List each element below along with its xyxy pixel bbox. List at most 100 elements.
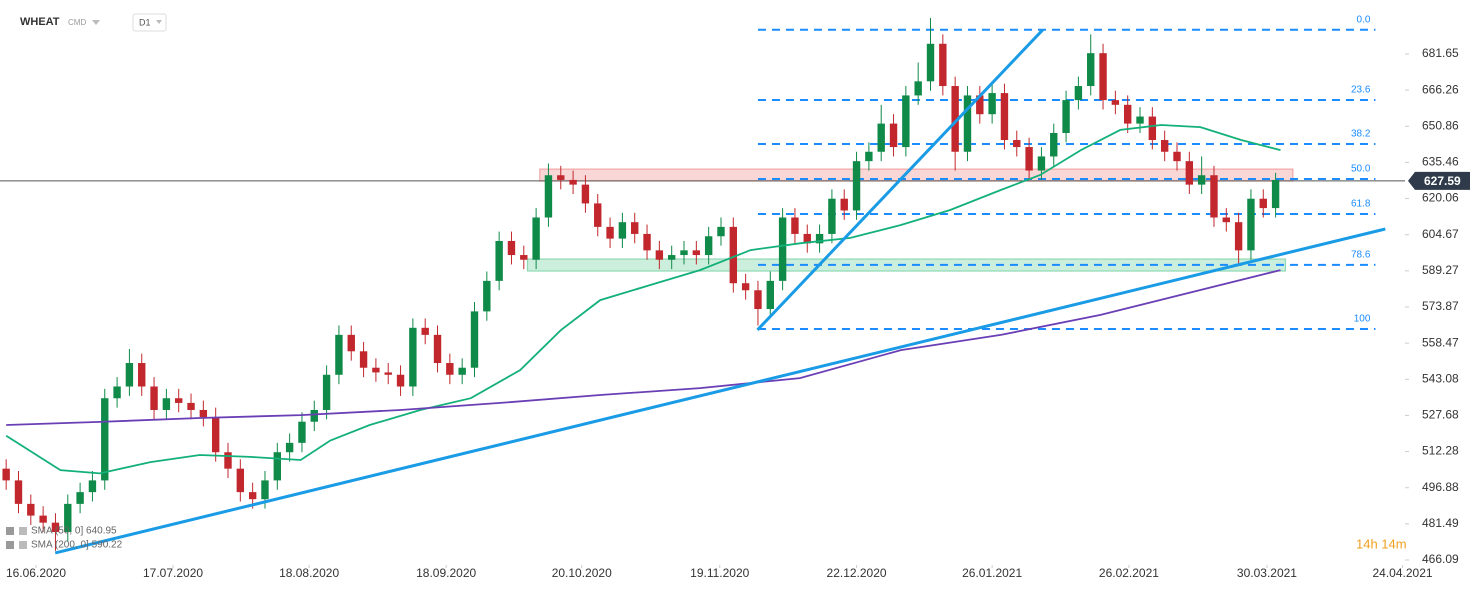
candle-body — [1050, 132, 1058, 157]
candle-body — [692, 250, 701, 256]
dropdown-arrow[interactable] — [92, 20, 100, 25]
countdown: 14h 14m — [1356, 536, 1407, 551]
candle-body — [939, 43, 947, 87]
legend-label: SMA (50, 0] 640.95 — [31, 526, 117, 537]
y-tick-label: 681.65 — [1422, 46, 1459, 60]
candle-body — [631, 222, 639, 234]
candle-body — [667, 255, 676, 260]
price-tag — [1408, 171, 1470, 190]
candle-body — [951, 86, 959, 152]
candle-body — [1259, 198, 1267, 209]
candle-body — [224, 452, 232, 469]
candle-body — [39, 515, 47, 523]
y-tick-label: 543.08 — [1422, 371, 1459, 385]
trendline — [54, 227, 1386, 555]
candle-body — [680, 250, 688, 256]
y-tick-label: 527.68 — [1422, 408, 1459, 422]
candle-body — [101, 398, 109, 481]
candle-body — [1074, 86, 1083, 101]
candle-body — [261, 480, 269, 500]
candle-body — [138, 363, 146, 387]
x-tick-label: 16.06.2020 — [6, 566, 66, 580]
fib-label: 50.0 — [1351, 164, 1371, 175]
candle-body — [1148, 116, 1157, 141]
candle-body — [347, 334, 355, 352]
y-tick-label: 666.26 — [1422, 82, 1459, 96]
moving-average — [6, 269, 1281, 426]
x-tick-label: 19.11.2020 — [690, 566, 749, 580]
candle-body — [803, 233, 811, 244]
dropdown-arrow — [156, 20, 162, 24]
candle-body — [618, 222, 627, 239]
symbol: WHEAT — [20, 16, 60, 28]
fib-label: 23.6 — [1351, 85, 1371, 96]
candle-body — [914, 81, 922, 96]
candle-body — [150, 386, 158, 410]
candle-body — [815, 233, 824, 244]
candle-body — [273, 452, 281, 481]
candle-body — [778, 217, 787, 281]
candle-body — [199, 409, 208, 418]
candle-body — [248, 492, 257, 500]
candle-body — [840, 198, 848, 211]
y-tick-label: 589.27 — [1422, 263, 1459, 277]
candle-body — [741, 283, 750, 291]
candle-body — [1025, 147, 1033, 171]
candle-body — [902, 95, 910, 148]
candle-body — [520, 255, 528, 260]
x-tick-label: 22.12.2020 — [827, 566, 887, 580]
candle-body — [889, 123, 898, 148]
moving-average — [5, 124, 1281, 475]
candle-body — [1173, 151, 1181, 162]
y-tick-label: 650.86 — [1422, 118, 1459, 132]
candle-body — [976, 95, 984, 115]
candle-body — [643, 233, 651, 251]
candle-body — [1271, 179, 1280, 209]
candle-body — [1124, 104, 1132, 124]
candle-body — [532, 217, 540, 260]
candle-body — [211, 417, 220, 453]
candle-body — [236, 468, 245, 493]
candle-body — [14, 480, 23, 504]
y-tick-label: 558.47 — [1422, 335, 1459, 349]
candle-body — [1197, 175, 1206, 185]
candle-body — [310, 409, 318, 422]
candle-body — [285, 442, 294, 453]
market: CMD — [68, 18, 86, 27]
candle-body — [372, 367, 380, 373]
candle-body — [76, 492, 84, 504]
legend-icon — [6, 541, 14, 549]
candle-body — [704, 236, 713, 256]
candle-body — [162, 398, 171, 410]
y-tick-label: 620.06 — [1422, 191, 1459, 205]
x-tick-label: 18.09.2020 — [416, 566, 476, 580]
candle-body — [828, 198, 836, 234]
candle-body — [791, 217, 799, 234]
legend-icon — [19, 541, 27, 549]
candle-body — [581, 184, 590, 204]
candle-body — [113, 386, 121, 399]
candle-body — [1160, 140, 1169, 152]
candle-body — [1247, 198, 1255, 251]
candle-body — [1062, 100, 1070, 133]
y-tick-label: 573.87 — [1422, 299, 1459, 313]
candle-body — [877, 123, 885, 152]
x-tick-label: 20.10.2020 — [552, 566, 612, 580]
candle-body — [384, 372, 392, 375]
x-tick-label: 24.04.2021 — [1373, 566, 1433, 580]
legend-icon — [19, 527, 27, 535]
y-tick-label: 512.28 — [1422, 444, 1459, 458]
candle-body — [27, 503, 35, 516]
candle-body — [1111, 100, 1120, 105]
x-tick-label: 18.08.2020 — [279, 566, 339, 580]
candle-body — [495, 240, 503, 281]
candle-body — [569, 179, 577, 185]
x-tick-label: 17.07.2020 — [143, 566, 203, 580]
candle-body — [988, 93, 996, 115]
candle-body — [409, 327, 417, 387]
candle-body — [852, 161, 861, 211]
candle-body — [1037, 156, 1046, 171]
timeframe-select[interactable] — [132, 13, 167, 32]
candle-body — [754, 290, 762, 310]
